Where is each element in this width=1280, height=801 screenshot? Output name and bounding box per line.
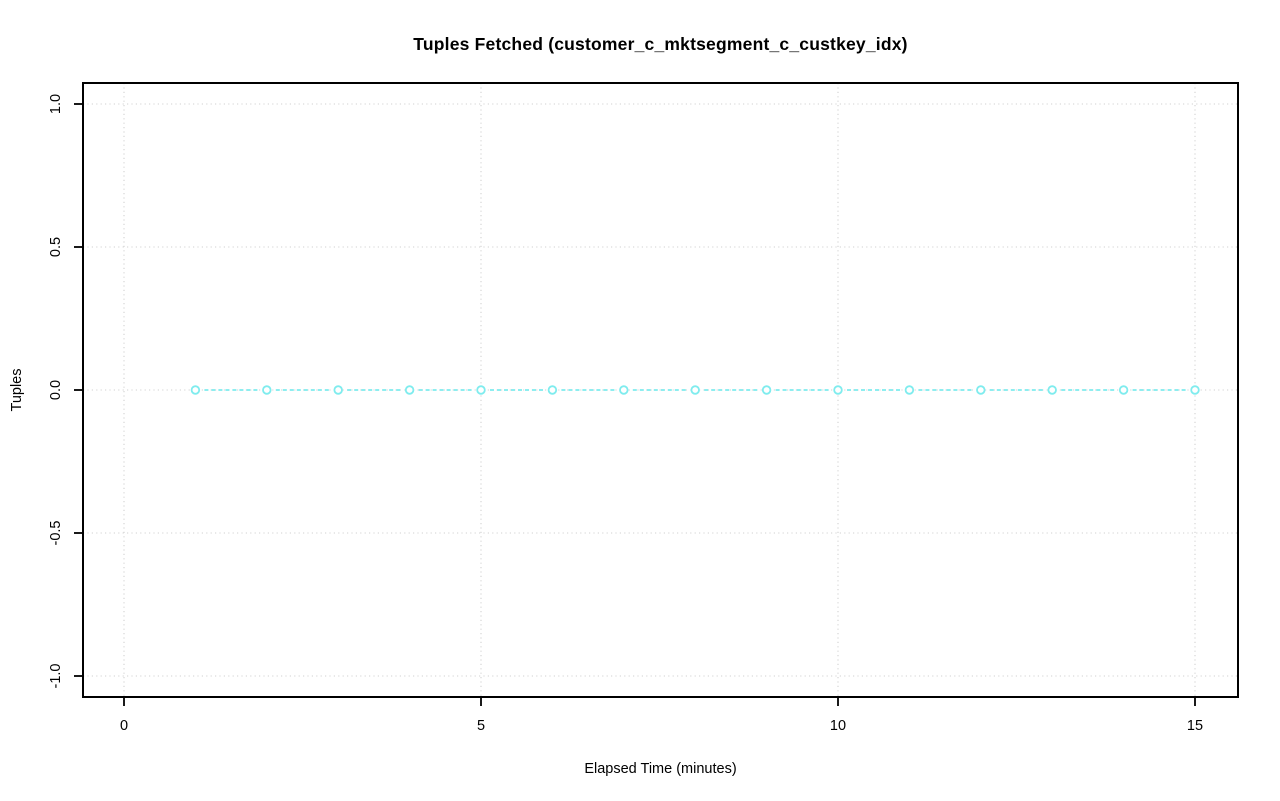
x-tick-label: 0 [120, 718, 128, 734]
data-point [904, 385, 915, 395]
data-point [333, 385, 343, 395]
data-point [547, 385, 558, 395]
y-axis-title: Tuples [9, 368, 25, 412]
x-tick-label: 15 [1187, 718, 1203, 734]
data-point [976, 385, 986, 395]
data-point [404, 385, 415, 395]
data-point [1190, 385, 1200, 395]
y-tick-label: 1.0 [48, 94, 64, 114]
data-point [761, 385, 772, 395]
x-axis-title: Elapsed Time (minutes) [584, 761, 737, 777]
y-tick-label: 0.0 [48, 380, 64, 400]
y-tick-label: 0.5 [48, 237, 64, 257]
data-point [476, 385, 486, 395]
data-point [262, 385, 272, 395]
data-point [190, 385, 201, 395]
data-point [1047, 385, 1057, 395]
y-tick-label: -1.0 [48, 664, 64, 689]
data-point [690, 385, 700, 395]
x-tick-label: 10 [830, 718, 846, 734]
y-tick-label: -0.5 [48, 521, 64, 546]
data-point [619, 385, 629, 395]
chart-title: Tuples Fetched (customer_c_mktsegment_c_… [413, 34, 908, 54]
data-point [1118, 385, 1129, 395]
x-tick-label: 5 [477, 718, 485, 734]
data-point [833, 385, 843, 395]
